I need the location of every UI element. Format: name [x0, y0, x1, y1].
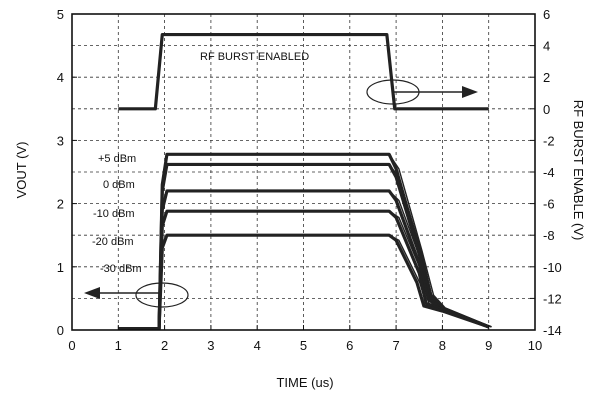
annotation-layer: RF BURST ENABLED +5 dBm 0 dBm -10 dBm -2…	[84, 51, 478, 308]
y-tick-label: 3	[57, 133, 64, 148]
x-tick-label: 8	[439, 338, 446, 353]
x-tick-label: 3	[207, 338, 214, 353]
right-y-tick-label: -6	[543, 197, 555, 212]
y-tick-label: 1	[57, 260, 64, 275]
vout-series-line-4	[118, 209, 490, 331]
right-y-tick-label: -14	[543, 323, 562, 338]
x-axis-title: TIME (us)	[276, 375, 333, 390]
burst-enabled-label: RF BURST ENABLED	[200, 51, 309, 63]
right-y-tick-label: 0	[543, 102, 550, 117]
x-tick-label: 5	[300, 338, 307, 353]
burst-enable-line	[118, 32, 489, 111]
series-label-minus20: -20 dBm	[92, 236, 134, 248]
right-arrow-head-icon	[462, 86, 478, 98]
x-tick-label: 7	[392, 338, 399, 353]
series-label-minus10: -10 dBm	[93, 208, 135, 220]
vout-series-tail-5	[118, 234, 492, 330]
x-tick-label: 2	[161, 338, 168, 353]
x-tick-label: 10	[528, 338, 542, 353]
series-label-minus30: -30 dBm	[100, 263, 142, 275]
right-y-tick-label: -12	[543, 291, 562, 306]
right-y-tick-label: 2	[543, 70, 550, 85]
left-arrow-head-icon	[84, 287, 100, 299]
y-tick-label: 0	[57, 323, 64, 338]
right-y-axis-title: RF BURST ENABLE (V)	[571, 100, 586, 241]
vout-series-tail-4	[118, 210, 492, 330]
right-y-tick-label: 4	[543, 39, 550, 54]
right-y-tick-label: -8	[543, 228, 555, 243]
y-axis-title: VOUT (V)	[14, 142, 29, 199]
x-tick-label: 0	[68, 338, 75, 353]
x-tick-label: 4	[254, 338, 261, 353]
x-tick-label: 9	[485, 338, 492, 353]
series-label-plus5: +5 dBm	[98, 153, 136, 165]
y-tick-label: 2	[57, 197, 64, 212]
y-tick-label: 5	[57, 7, 64, 22]
series-label-0: 0 dBm	[103, 179, 135, 191]
tick-layer: 0 1 2 3 4 5 6 7 8 9 10-14 -12 -10 -8 -6 -4 -2 0 2 4 6 0 1 2 3 4 5	[57, 7, 562, 353]
right-y-tick-label: -2	[543, 133, 555, 148]
right-y-tick-label: 6	[543, 7, 550, 22]
series-layer	[118, 32, 492, 331]
y-tick-label: 4	[57, 70, 64, 85]
x-tick-label: 6	[346, 338, 353, 353]
right-y-tick-label: -4	[543, 165, 555, 180]
left-axis-marker-ellipse	[135, 282, 189, 308]
x-tick-label: 1	[115, 338, 122, 353]
right-y-tick-label: -10	[543, 260, 562, 275]
